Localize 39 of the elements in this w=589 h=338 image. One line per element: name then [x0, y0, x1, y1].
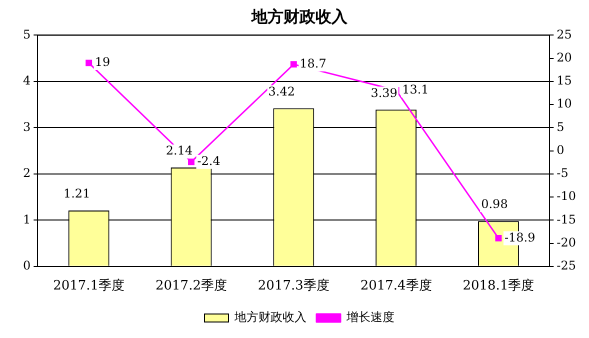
y-tick-label: 3 [22, 120, 31, 134]
y2-tick-label: -25 [556, 258, 576, 273]
y-tick-label: 0 [22, 258, 31, 273]
y-tick-label: 4 [22, 74, 31, 88]
x-tick-label: 2017.4季度 [360, 278, 432, 294]
y2-tick-label: 20 [556, 50, 572, 64]
x-tick-label: 2018.1季度 [462, 278, 534, 294]
y2-tick-label: 25 [556, 27, 572, 42]
data-label: 0.98 [481, 197, 508, 212]
point [86, 60, 92, 66]
y2-tick-label: -20 [556, 235, 576, 250]
y-tick-label: 1 [22, 212, 31, 226]
point [495, 234, 502, 242]
x-tick-label: 2017.1季度 [53, 278, 125, 294]
data-label: 3.42 [268, 84, 296, 98]
y2-tick-label: 5 [556, 120, 564, 134]
legend-label: 增长速度 [346, 310, 394, 324]
data-label: -18.9 [504, 230, 536, 244]
legend-label: 地方财政收入 [234, 310, 306, 324]
y2-tick-label: 15 [556, 74, 572, 88]
x-tick-label: 2017.3季度 [258, 278, 330, 294]
point [188, 158, 194, 166]
data-label: 18.7 [300, 56, 326, 70]
point [290, 61, 297, 68]
data-label: 2.14 [166, 144, 193, 158]
data-label: 13.1 [402, 82, 429, 96]
y2-tick-label: -10 [556, 189, 576, 204]
data-label: 3.39 [370, 86, 398, 100]
y-tick-label: 2 [22, 166, 31, 180]
chart-title: 地方财政收入 [250, 6, 348, 26]
y2-tick-label: -15 [556, 212, 576, 226]
data-label: 19 [94, 55, 110, 70]
y2-tick-label: -5 [556, 166, 568, 180]
y2-tick-label: 0 [556, 142, 564, 157]
data-label: 1.21 [63, 186, 90, 201]
data-label: -2.4 [197, 154, 221, 168]
y2-tick-label: 10 [556, 96, 572, 111]
y-tick-label: 5 [22, 27, 31, 42]
x-tick-label: 2017.2季度 [155, 278, 227, 294]
